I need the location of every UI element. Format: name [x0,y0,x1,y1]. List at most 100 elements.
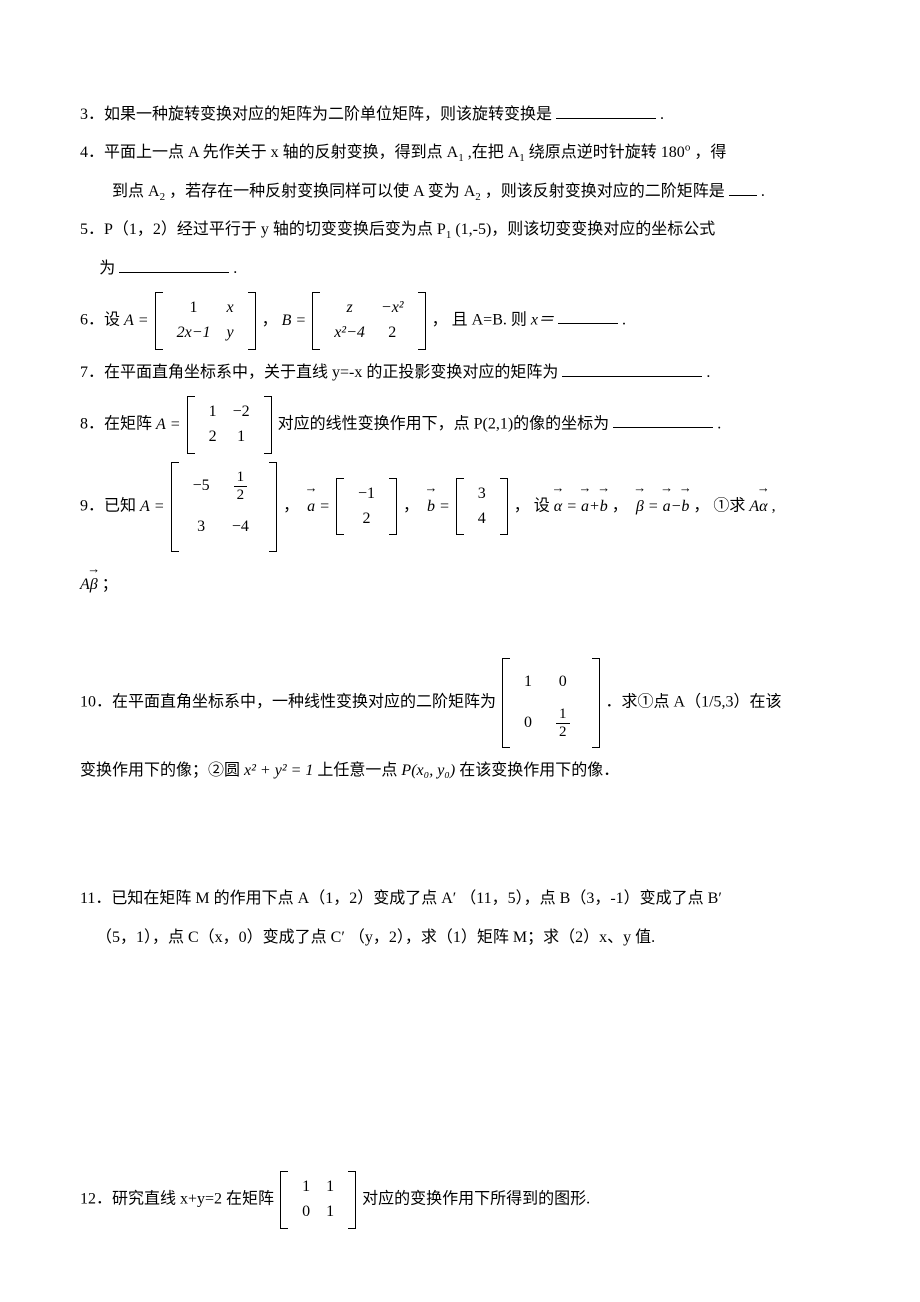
q6-mid1: ， [262,311,278,328]
q10-l2c: 在该变换作用下的像． [459,762,619,779]
q9-a-expr: a = −1 2 [307,478,399,536]
q8-A-label: A [156,399,166,450]
q4-l1d: ，得 [694,144,726,161]
q10-l2b: 上任意一点 [317,762,397,779]
question-4: 4．平面上一点 A 先作关于 x 轴的反射变换，得到点 A1 ,在把 A1 绕原… [80,138,840,168]
q9-A-label: A [140,478,150,536]
q6-tail: . [622,311,626,328]
q5-l2a: 为 [99,260,119,277]
question-5-line2: 为 . [80,254,840,284]
q10-l2a: 变换作用下的像；②圆 [80,762,240,779]
q10-l1a: 10．在平面直角坐标系中，一种线性变换对应的二阶矩阵为 [80,694,496,711]
q9-Abeta: A β [80,570,98,600]
q6-blank[interactable] [558,306,618,325]
q12-M-22: 1 [318,1200,342,1225]
q9-b-2: 4 [470,507,494,532]
q6-A-21: 2x−1 [169,321,219,346]
q8-blank[interactable] [613,410,713,429]
q8-tail: . [717,415,721,432]
q6-B-matrix: z −x² x²−4 2 [312,292,425,350]
q6-mid2: ， 且 A=B. 则 [432,311,531,328]
q5-l2b: . [233,260,237,277]
q9-alpha-def: α = a + b [554,478,608,536]
q4-l1b: ,在把 A [468,144,520,161]
question-10-line2: 变换作用下的像；②圆 x² + y² = 1 上任意一点 P(x₀, y₀) 在… [80,756,840,786]
q6-B-22: 2 [373,321,412,346]
q12-M-11: 1 [294,1175,318,1200]
q4-l2d: . [761,183,765,200]
question-5: 5．P（1，2）经过平行于 y 轴的切变变换后变为点 P1 (1,-5)，则该切… [80,215,840,245]
q8-matrix: 1 −2 2 1 [187,396,272,454]
q6-A-11: 1 [169,296,219,321]
q9-Aalpha-v: α [759,478,767,536]
q9-A-12: 12 [218,466,264,507]
q12-post: 对应的变换作用下所得到的图形. [362,1191,590,1208]
q5-l1b: (1,-5)，则该切变变换对应的坐标公式 [455,221,715,238]
q4-l1a: 4．平面上一点 A 先作关于 x 轴的反射变换，得到点 A [80,144,458,161]
question-12: 12．研究直线 x+y=2 在矩阵 1 1 0 1 对应的变换作用下所得到的图形… [80,1171,840,1229]
q9-alpha: α [554,478,562,536]
q10-l1b: ．求①点 A（1/5,3）在该 [606,694,782,711]
q9-b-label: b [427,478,435,536]
q10-M-11: 1 [516,670,540,695]
q7-tail: . [706,364,710,381]
q9-l2-beta: β [90,570,98,600]
q6-B-label: B [282,295,292,346]
q9-a-label: a [307,478,315,536]
q12-matrix: 1 1 0 1 [280,1171,356,1229]
question-9-line2: A β ； [80,570,840,601]
q4-blank[interactable] [729,177,757,196]
q6-A-expr: A = 1 x 2x−1 y [124,292,258,350]
question-9: 9．已知 A = −5 12 3 −4 ， a = −1 2 [80,462,840,552]
question-11: 11．已知在矩阵 M 的作用下点 A（1，2）变成了点 A′ （11，5），点 … [80,884,840,914]
question-4-line2: 到点 A2 ，若存在一种反射变换同样可以使 A 变为 A2 ，则该反射变换对应的… [80,177,840,207]
q8-M-21: 2 [201,425,225,450]
q10-eq: x² + y² = 1 [244,762,313,779]
q11-l2: （5，1），点 C（x，0）变成了点 C′ （y，2），求（1）矩阵 M；求（2… [96,929,655,946]
q5-l1a: 5．P（1，2）经过平行于 y 轴的切变变换后变为点 P [80,221,446,238]
question-11-line2: （5，1），点 C（x，0）变成了点 C′ （y，2），求（1）矩阵 M；求（2… [80,923,840,953]
q9-beta: β [636,478,644,536]
q12-pre: 12．研究直线 x+y=2 在矩阵 [80,1191,274,1208]
q9-eq2-a: a [663,478,671,536]
q8-M-22: 1 [225,425,258,450]
q3-blank[interactable] [556,100,656,119]
q9-beta-def: β = a − b [636,478,690,536]
q6-xeq: x＝ [531,311,554,328]
q5-blank[interactable] [119,254,229,273]
q9-A-11: −5 [185,474,218,499]
q4-l2a: 到点 A [112,183,160,200]
q12-M-21: 0 [294,1200,318,1225]
q7-text: 7．在平面直角坐标系中，关于直线 y=-x 的正投影变换对应的矩阵为 [80,364,558,381]
q10-matrix: 1 0 0 12 [502,658,600,748]
question-8: 8．在矩阵 A = 1 −2 2 1 对应的线性变换作用下，点 P(2,1)的像… [80,396,840,454]
q9-eq1-a: a [581,478,589,536]
q10-M-22: 12 [540,703,586,744]
q10-M-12: 0 [540,670,586,695]
q9-A-matrix: −5 12 3 −4 [171,462,278,552]
q8-pre: 8．在矩阵 [80,415,152,432]
question-6: 6．设 A = 1 x 2x−1 y ， B = z −x² x²−4 2 [80,292,840,350]
q9-b-1: 3 [470,482,494,507]
q8-mid: 对应的线性变换作用下，点 P(2,1)的像的坐标为 [278,415,610,432]
q6-A-12: x [219,296,242,321]
q9-eq2-b: b [681,478,689,536]
q9-tail-comma: , [772,497,776,514]
q11-l1: 11．已知在矩阵 M 的作用下点 A（1，2）变成了点 A′ （11，5），点 … [80,890,722,907]
q6-A-label: A [124,295,134,346]
q9-a-2: 2 [350,507,383,532]
q4-l2b: ，若存在一种反射变换同样可以使 A 变为 A [169,183,475,200]
q6-A-matrix: 1 x 2x−1 y [155,292,256,350]
q9-b-expr: b = 3 4 [427,478,510,536]
question-10: 10．在平面直角坐标系中，一种线性变换对应的二阶矩阵为 1 0 0 12 ．求①… [80,658,840,748]
q8-M-11: 1 [201,400,225,425]
q6-B-21: x²−4 [326,321,373,346]
q9-Aalpha: A α [749,478,767,536]
q9-l2-tail: ； [102,576,118,593]
q7-blank[interactable] [562,358,702,377]
q9-a-1: −1 [350,482,383,507]
q9-b-vector: 3 4 [456,478,508,536]
q9-a-vector: −1 2 [336,478,397,536]
q6-pre: 6．设 [80,311,120,328]
q6-A-22: y [219,321,242,346]
